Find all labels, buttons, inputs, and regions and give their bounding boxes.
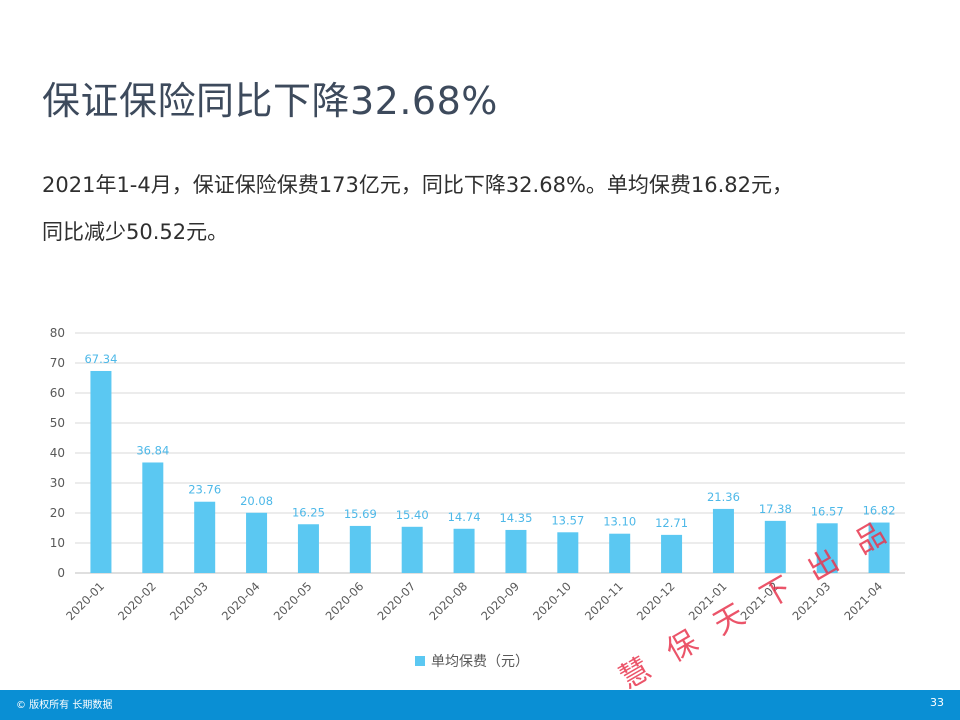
x-tick-label: 2021-04 <box>841 579 885 623</box>
bar <box>194 501 216 573</box>
body-line-1: 2021年1-4月，保证保险保费173亿元，同比下降32.68%。单均保费16.… <box>42 173 794 197</box>
y-tick-label: 10 <box>50 536 65 550</box>
body-line-2: 同比减少50.52元。 <box>42 220 229 244</box>
bar <box>609 533 631 573</box>
bar <box>142 462 164 573</box>
data-label: 15.69 <box>344 507 377 521</box>
data-label: 13.57 <box>551 513 584 527</box>
copyright-text: © 版权所有 长期数据 <box>16 700 113 711</box>
y-tick-label: 20 <box>50 506 65 520</box>
footer-bar <box>0 690 960 720</box>
data-label: 16.82 <box>863 504 896 518</box>
legend-label: 单均保费（元） <box>431 654 529 670</box>
data-label: 12.71 <box>655 516 688 530</box>
x-tick-label: 2020-11 <box>582 579 626 623</box>
y-tick-label: 30 <box>50 476 65 490</box>
watermark-char: 出 <box>802 543 845 588</box>
x-tick-label: 2020-05 <box>271 579 315 623</box>
data-label: 67.34 <box>84 352 117 366</box>
legend-swatch <box>415 656 425 666</box>
x-tick-label: 2020-12 <box>634 579 678 623</box>
bar <box>401 526 423 573</box>
slide-body: 2021年1-4月，保证保险保费173亿元，同比下降32.68%。单均保费16.… <box>42 162 942 256</box>
x-tick-label: 2020-04 <box>219 579 263 623</box>
bar <box>349 525 371 573</box>
page-number: 33 <box>930 696 944 709</box>
bar <box>868 522 890 573</box>
slide-title: 保证保险同比下降32.68% <box>42 79 498 123</box>
data-label: 16.57 <box>811 504 844 518</box>
bar <box>505 529 527 573</box>
data-label: 20.08 <box>240 494 273 508</box>
data-label: 21.36 <box>707 490 740 504</box>
data-label: 13.10 <box>603 515 636 529</box>
y-tick-label: 60 <box>50 386 65 400</box>
bar <box>661 534 683 573</box>
x-tick-label: 2020-08 <box>426 579 470 623</box>
bar <box>90 370 112 573</box>
data-label: 16.25 <box>292 505 325 519</box>
y-tick-label: 50 <box>50 416 65 430</box>
data-label: 14.35 <box>499 511 532 525</box>
data-label: 36.84 <box>136 443 169 457</box>
bar <box>297 524 319 573</box>
x-tick-label: 2020-07 <box>374 579 418 623</box>
x-tick-label: 2020-02 <box>115 579 159 623</box>
bar <box>246 512 268 573</box>
bar <box>712 508 734 573</box>
bar <box>453 528 475 573</box>
data-label: 14.74 <box>448 510 481 524</box>
bar <box>557 532 579 573</box>
x-tick-label: 2020-03 <box>167 579 211 623</box>
data-label: 15.40 <box>396 508 429 522</box>
data-label: 17.38 <box>759 502 792 516</box>
x-tick-label: 2020-01 <box>63 579 107 623</box>
watermark-char: 保 <box>661 624 704 669</box>
y-tick-label: 80 <box>50 326 65 340</box>
y-tick-label: 70 <box>50 356 65 370</box>
bar <box>764 520 786 573</box>
data-label: 23.76 <box>188 483 221 497</box>
x-tick-label: 2020-09 <box>478 579 522 623</box>
bar <box>816 523 838 573</box>
x-tick-label: 2020-10 <box>530 579 574 623</box>
x-tick-label: 2020-06 <box>323 579 367 623</box>
y-tick-label: 0 <box>57 566 65 580</box>
y-tick-label: 40 <box>50 446 65 460</box>
